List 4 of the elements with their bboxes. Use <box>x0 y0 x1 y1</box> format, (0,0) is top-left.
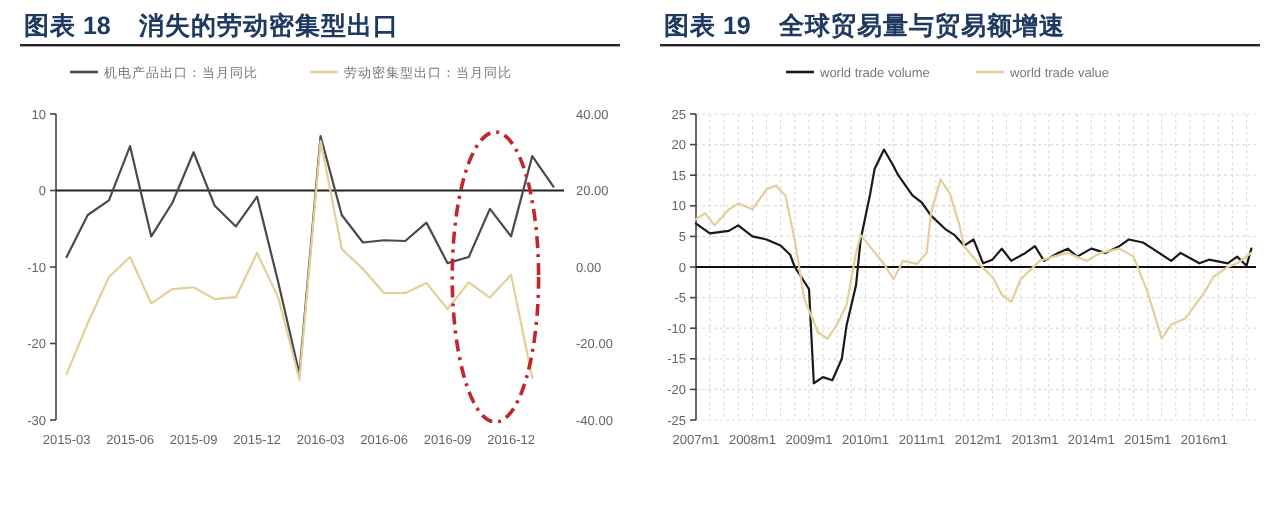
line-series <box>694 148 1253 385</box>
chart-title: 图表 19 全球贸易量与贸易额增速 <box>664 10 1067 40</box>
line-series <box>694 178 1253 340</box>
chart-title: 图表 18 消失的劳动密集型出口 <box>24 10 399 40</box>
